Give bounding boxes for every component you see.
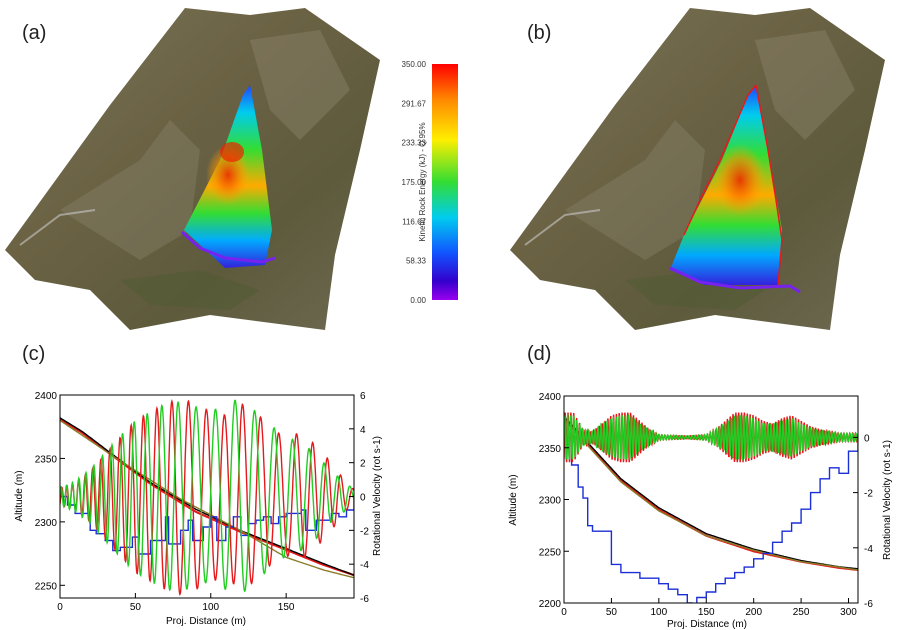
chart-d-xtick-label: 100 bbox=[650, 607, 667, 618]
chart-d-series-group bbox=[564, 412, 858, 603]
panel-label-d: (d) bbox=[527, 343, 552, 365]
chart-d-xtick-label: 0 bbox=[561, 607, 567, 618]
panel-label-a: (a) bbox=[22, 22, 47, 44]
colorbar: 350.00291.67233.33175.00116.6758.330.00 … bbox=[402, 60, 458, 305]
colorbar-tick-label: 291.67 bbox=[402, 99, 427, 108]
panel-label-c: (c) bbox=[22, 343, 46, 365]
chart-d: 0 50 100 150 200 250 300 2200 2250 2300 2350 2400 -6… bbox=[508, 392, 893, 630]
chart-c-xtick-label: 150 bbox=[278, 602, 295, 613]
chart-c-series-line bbox=[60, 399, 354, 593]
chart-d-ytick-label: 2300 bbox=[539, 496, 562, 507]
chart-c-ytick-label: 2250 bbox=[35, 581, 58, 592]
chart-d-xtick-label: 250 bbox=[793, 607, 810, 618]
chart-c-series-line bbox=[60, 419, 354, 579]
colorbar-gradient bbox=[432, 64, 458, 300]
chart-c-ytick-label: 2300 bbox=[35, 518, 58, 529]
chart-c-xtick-label: 100 bbox=[202, 602, 219, 613]
chart-c-ytick-label: 2350 bbox=[35, 454, 58, 465]
panel-label-b: (b) bbox=[527, 22, 552, 44]
chart-c-y2tick-label: 2 bbox=[360, 459, 366, 470]
chart-d-ylabel: Altitude (m) bbox=[508, 474, 519, 525]
colorbar-tick-label: 0.00 bbox=[410, 296, 426, 305]
colorbar-label: Kinetic Rock Energy (kJ) - Q 95% bbox=[418, 122, 427, 241]
colorbar-tick-label: 175.00 bbox=[402, 178, 427, 187]
chart-c-y2label: Rotational Velocity (rot s-1) bbox=[372, 436, 383, 556]
terrain-map-b bbox=[510, 8, 885, 330]
chart-d-xtick-label: 150 bbox=[698, 607, 715, 618]
chart-c-xlabel: Proj. Distance (m) bbox=[166, 616, 246, 627]
chart-c-series-line bbox=[60, 399, 354, 596]
chart-c-ytick-label: 2400 bbox=[35, 391, 58, 402]
chart-d-series-line bbox=[564, 416, 858, 570]
chart-d-y2tick-label: -6 bbox=[864, 599, 873, 610]
chart-c-ylabel: Altitude (m) bbox=[14, 470, 25, 521]
chart-d-ytick-label: 2350 bbox=[539, 444, 562, 455]
chart-d-ytick-label: 2200 bbox=[539, 599, 562, 610]
chart-d-axes: 0 50 100 150 200 250 300 2200 2250 2300 2350 2400 -6… bbox=[539, 392, 874, 618]
chart-d-ytick-label: 2400 bbox=[539, 392, 562, 403]
chart-c-y2tick-label: -6 bbox=[360, 594, 369, 605]
chart-d-series-line bbox=[564, 419, 858, 571]
colorbar-tick-label: 350.00 bbox=[402, 60, 427, 69]
colorbar-ticks: 350.00 291.67 233.33 175.00 116.67 58.33 0.00 bbox=[402, 60, 427, 305]
chart-d-xtick-label: 300 bbox=[840, 607, 857, 618]
chart-d-y2tick-label: -2 bbox=[864, 489, 873, 500]
chart-c-y2tick-label: -2 bbox=[360, 526, 369, 537]
chart-c-xtick-label: 50 bbox=[130, 602, 142, 613]
chart-c-y2tick-label: 0 bbox=[360, 493, 366, 504]
chart-d-series-line bbox=[564, 413, 858, 462]
chart-d-y2tick-label: 0 bbox=[864, 433, 870, 444]
chart-c-y2tick-label: 6 bbox=[360, 391, 366, 402]
chart-d-series-line bbox=[564, 436, 858, 603]
chart-d-ytick-label: 2250 bbox=[539, 547, 562, 558]
chart-c-series-group bbox=[60, 399, 354, 596]
chart-d-xlabel: Proj. Distance (m) bbox=[667, 619, 747, 630]
chart-d-xtick-label: 200 bbox=[745, 607, 762, 618]
chart-c-y2tick-label: 4 bbox=[360, 425, 366, 436]
chart-c-y2tick-label: -4 bbox=[360, 560, 369, 571]
chart-d-y2tick-label: -4 bbox=[864, 544, 873, 555]
chart-d-y2label: Rotational Velocity (rot s-1) bbox=[882, 440, 893, 560]
chart-c-xtick-label: 0 bbox=[57, 602, 63, 613]
colorbar-tick-label: 116.67 bbox=[402, 217, 426, 226]
chart-d-xtick-label: 50 bbox=[606, 607, 618, 618]
chart-c: 0 50 100 150 2250 2300 2350 2400 -6 -4 -2 0 2 4 6 Proj… bbox=[14, 391, 383, 627]
chart-c-axes: 0 50 100 150 2250 2300 2350 2400 -6 -4 -2 0 2 4 6 bbox=[35, 391, 370, 613]
colorbar-tick-label: 233.33 bbox=[402, 139, 427, 148]
colorbar-tick-label: 58.33 bbox=[406, 257, 427, 266]
terrain-map-a bbox=[5, 8, 380, 330]
